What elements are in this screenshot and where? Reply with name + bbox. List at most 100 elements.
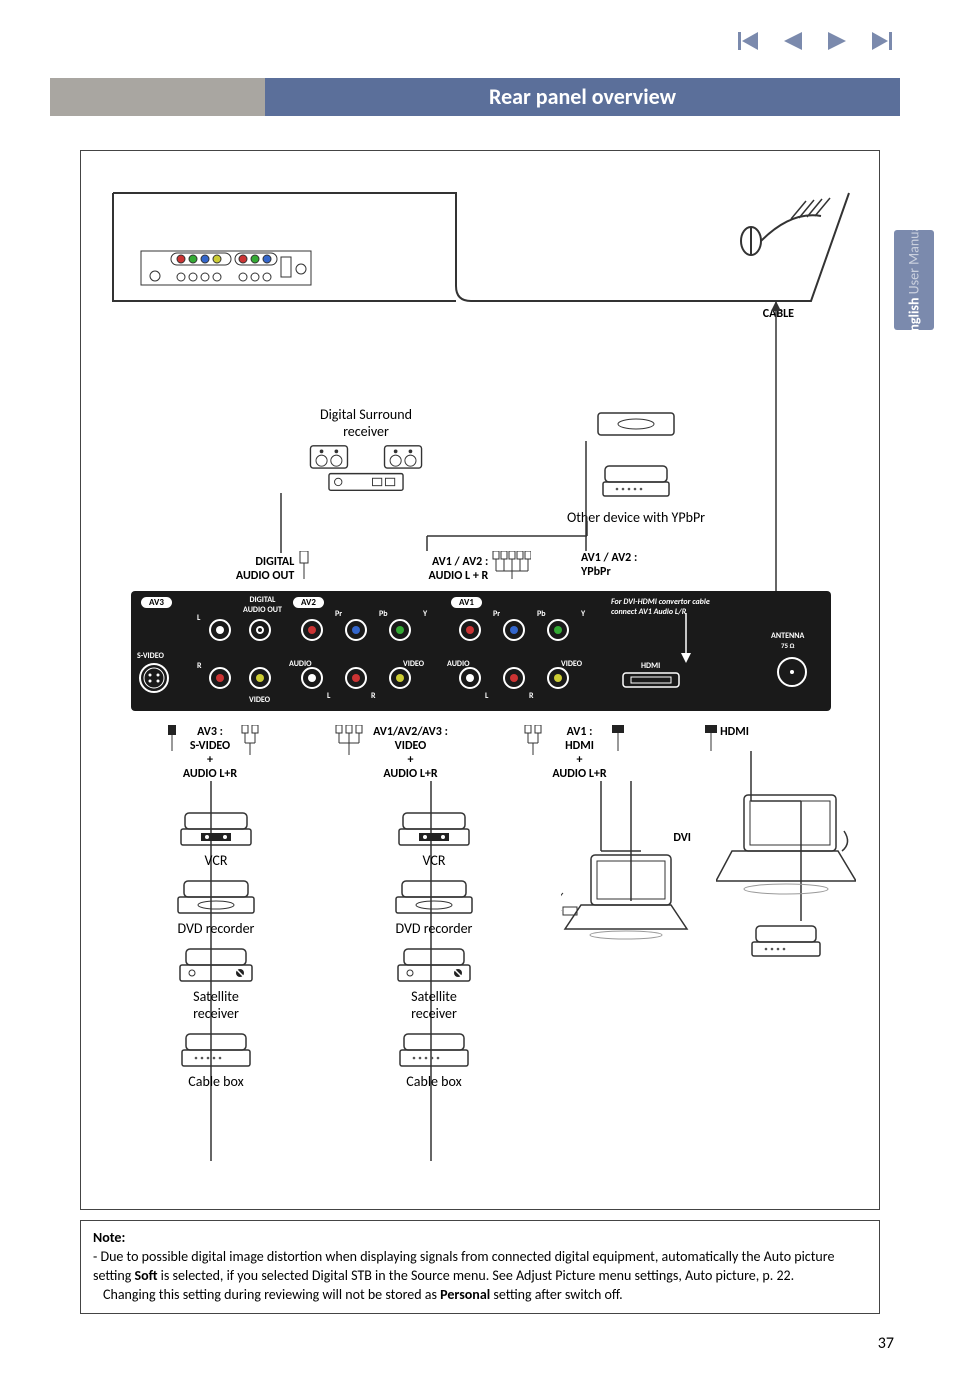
av3-video-label: VIDEO <box>249 695 270 705</box>
digital-audio-out-label: DIGITAL AUDIO OUT <box>236 555 294 583</box>
cable-box-icon <box>398 1032 470 1070</box>
rear-panel-connectors: AV3 S-VIDEO L R DIGITAL AUDIO OUT VIDEO … <box>131 591 831 711</box>
note-body-2c: setting after switch off. <box>490 1286 622 1303</box>
note-body-2a: Changing this setting during reviewing w… <box>103 1286 440 1303</box>
av1-y-jack <box>547 619 569 641</box>
upper-connector-labels: DIGITAL AUDIO OUT AV1 / AV2 : AUDIO L + … <box>191 551 849 583</box>
svideo-jack-icon <box>139 663 169 693</box>
av1-audio-l-jack <box>459 667 481 689</box>
satellite-label-1: Satellite <box>364 988 504 1005</box>
note-body-1b: Soft <box>134 1267 157 1284</box>
dvi-laptop-icon <box>561 851 691 941</box>
av1-audio-r-jack <box>503 667 525 689</box>
cable-line-icon <box>761 301 791 591</box>
connector-line-icon <box>271 493 291 553</box>
av2-video-label: VIDEO <box>403 659 424 669</box>
av2-y-jack <box>389 619 411 641</box>
av12-audio-label: AV1 / AV2 : AUDIO L + R <box>429 555 489 583</box>
satellite-receiver-icon <box>396 947 472 985</box>
dvi-note-arrow-icon <box>661 613 711 663</box>
skip-next-icon[interactable] <box>868 30 894 52</box>
satellite-label-1: Satellite <box>146 988 286 1005</box>
connector-line-icon <box>417 521 597 551</box>
prev-icon[interactable] <box>780 30 806 52</box>
panel-digital-audio-out-label: DIGITAL AUDIO OUT <box>243 595 282 615</box>
lower-c2-label: AV1/AV2/AV3 : VIDEO + AUDIO L+R <box>373 725 448 781</box>
av1-video-label: VIDEO <box>561 659 582 669</box>
av3-audio-l-jack <box>209 619 231 641</box>
next-icon[interactable] <box>824 30 850 52</box>
digital-surround-box: Digital Surround receiver <box>286 406 446 499</box>
av1-video-jack <box>547 667 569 689</box>
skip-prev-icon[interactable] <box>736 30 762 52</box>
ypbpr-disc-icon <box>596 411 676 441</box>
av3-video-jack <box>249 667 271 689</box>
vcr-label: VCR <box>146 852 286 869</box>
av12-ypbpr-label: AV1 / AV2 : YPbPr <box>581 551 637 579</box>
svideo-label: S-VIDEO <box>137 651 164 661</box>
note-body-1c: is selected, if you selected Digital STB… <box>158 1267 795 1284</box>
dvd-label: DVD recorder <box>364 920 504 937</box>
vcr-icon <box>179 811 253 849</box>
lower-c4-label: HDMI <box>720 725 749 739</box>
header-gray-segment <box>50 78 265 116</box>
lower-c1-label: AV3 : S-VIDEO + AUDIO L+R <box>183 725 237 781</box>
dvi-device-area: DVI <box>541 831 711 945</box>
av3-group-label: AV3 <box>141 597 172 608</box>
hdmi-port-icon <box>621 671 681 691</box>
av1-r-label: R <box>529 691 534 701</box>
rear-panel-diagram: CABLE Digital Surround receiver <box>80 150 880 1210</box>
satellite-receiver-icon <box>178 947 254 985</box>
lower-connector-labels: AV3 : S-VIDEO + AUDIO L+R AV1/AV2/AV3 : … <box>141 723 841 781</box>
hdmi-settop-icon <box>750 924 822 960</box>
header-title: Rear panel overview <box>265 78 900 116</box>
av2-y-label: Y <box>423 609 427 619</box>
device-column-1: VCR DVD recorder Satellite receiver Cabl… <box>146 811 286 1100</box>
av2-audio-r-jack <box>345 667 367 689</box>
av1-y-label: Y <box>581 609 585 619</box>
hdmi-laptop-icon <box>716 791 856 901</box>
digital-audio-out-jack <box>249 619 271 641</box>
language-tab: English User Manual <box>894 230 934 330</box>
device-column-2: VCR DVD recorder Satellite receiver Cabl… <box>364 811 504 1100</box>
av3-r-label: R <box>197 661 202 671</box>
other-device-box: Other device with YPbPr <box>531 411 741 526</box>
av1-l-label: L <box>485 691 488 701</box>
av2-pr-label: Pr <box>335 609 342 619</box>
tv-outline-icon <box>111 191 851 331</box>
section-header: Rear panel overview <box>50 78 900 116</box>
digital-surround-label-1: Digital Surround <box>286 406 446 423</box>
antenna-jack-icon <box>777 657 807 687</box>
av3-audio-r-jack <box>209 667 231 689</box>
av2-group-label: AV2 <box>293 597 324 608</box>
satellite-label-2: receiver <box>364 1005 504 1022</box>
hdmi-device-area <box>711 791 861 965</box>
vcr-icon <box>397 811 471 849</box>
av1-pr-label: Pr <box>493 609 500 619</box>
av2-r-label: R <box>371 691 376 701</box>
av1-pb-label: Pb <box>537 609 546 619</box>
av2-pr-jack <box>301 619 323 641</box>
page-nav-icons <box>736 30 894 52</box>
surround-receiver-icon <box>301 444 431 494</box>
av2-l-label: L <box>327 691 330 701</box>
av2-audio-l-jack <box>301 667 323 689</box>
digital-surround-label-2: receiver <box>286 423 446 440</box>
language-tab-main: English <box>906 297 923 338</box>
note-box: Note: - Due to possible digital image di… <box>80 1220 880 1314</box>
antenna-label: ANTENNA <box>771 631 804 641</box>
cable-box-label: Cable box <box>364 1073 504 1090</box>
dvd-recorder-icon <box>176 879 256 917</box>
cable-box-label: Cable box <box>146 1073 286 1090</box>
lower-c3-label: AV1 : HDMI + AUDIO L+R <box>552 725 606 781</box>
satellite-label-2: receiver <box>146 1005 286 1022</box>
dvd-label: DVD recorder <box>146 920 286 937</box>
antenna-spec-label: 75 Ω <box>771 641 804 650</box>
av2-video-jack <box>389 667 411 689</box>
note-heading: Note: <box>93 1229 125 1246</box>
vcr-label: VCR <box>364 852 504 869</box>
language-tab-sub: User Manual <box>906 222 923 295</box>
dvi-label: DVI <box>541 831 711 845</box>
av2-pb-label: Pb <box>379 609 388 619</box>
av1-pr-jack <box>459 619 481 641</box>
